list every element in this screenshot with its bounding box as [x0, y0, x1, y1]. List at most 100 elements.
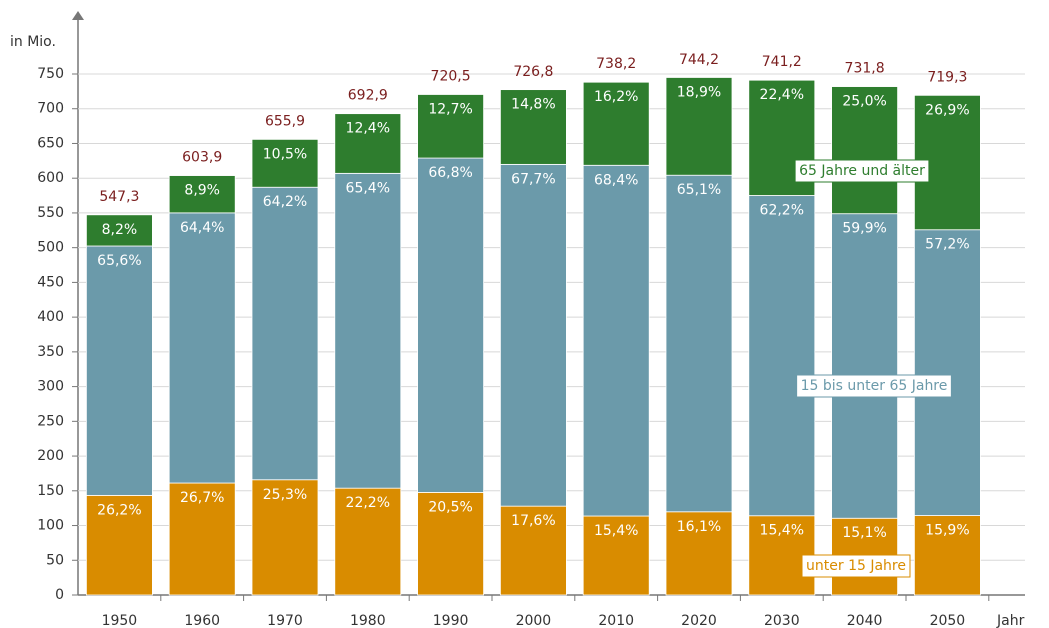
share-label: 16,1%	[677, 519, 721, 535]
bar-segment	[582, 164, 650, 517]
bar-segment	[334, 487, 402, 596]
share-label: 22,2%	[346, 495, 390, 511]
share-label: 10,5%	[263, 146, 307, 162]
bar-segment	[417, 94, 485, 159]
share-label: 12,4%	[346, 121, 390, 137]
bar-segment	[86, 214, 153, 247]
y-tick-label: 150	[37, 483, 64, 499]
series-label: unter 15 Jahre	[806, 558, 906, 574]
y-tick-label: 750	[37, 66, 64, 82]
bar-segment	[251, 479, 319, 596]
total-label: 603,9	[182, 149, 222, 165]
y-axis-label: in Mio.	[10, 34, 56, 50]
bar-segment	[168, 212, 236, 484]
bar-segment	[914, 229, 981, 516]
x-tick-label: 1980	[350, 613, 386, 628]
y-tick-label: 450	[37, 274, 64, 290]
total-label: 655,9	[265, 113, 305, 129]
bar-segment	[914, 515, 981, 596]
y-tick-label: 550	[37, 205, 64, 221]
bar-segment	[251, 138, 319, 188]
share-label: 15,9%	[925, 523, 969, 539]
bar-segment	[168, 175, 236, 214]
bar-segment	[86, 245, 153, 496]
share-label: 65,6%	[97, 253, 141, 269]
x-tick-label: 2000	[516, 613, 552, 628]
x-tick-label: 2040	[847, 613, 883, 628]
share-label: 12,7%	[428, 101, 472, 117]
x-tick-label: 1970	[267, 613, 303, 628]
share-label: 14,8%	[511, 97, 555, 113]
y-tick-label: 100	[37, 518, 64, 534]
x-axis-label: Jahr	[996, 613, 1025, 628]
share-label: 18,9%	[677, 84, 721, 100]
y-tick-label: 650	[37, 135, 64, 151]
share-label: 8,9%	[184, 183, 220, 199]
total-label: 731,8	[845, 61, 885, 77]
bar-segment	[831, 86, 898, 215]
y-axis-arrow	[72, 11, 84, 20]
share-label: 26,2%	[97, 502, 141, 518]
share-label: 25,3%	[263, 487, 307, 503]
bar-segment	[665, 77, 733, 176]
bar-segment	[582, 515, 650, 596]
y-tick-label: 0	[55, 587, 64, 603]
total-label: 547,3	[99, 189, 139, 205]
series-label-box	[801, 554, 911, 578]
total-label: 692,9	[348, 88, 388, 104]
series-label: 65 Jahre und älter	[799, 163, 925, 179]
bar-segment	[499, 505, 567, 596]
share-label: 66,8%	[428, 165, 472, 181]
share-label: 15,4%	[760, 523, 804, 539]
share-label: 62,2%	[760, 202, 804, 218]
x-tick-label: 1990	[433, 613, 469, 628]
bar-segment	[417, 491, 485, 596]
bar-segment	[499, 89, 567, 165]
bar-segment	[334, 113, 402, 174]
share-label: 22,4%	[760, 87, 804, 103]
x-tick-label: 2050	[930, 613, 966, 628]
total-label: 741,2	[762, 54, 802, 70]
total-label: 726,8	[513, 64, 553, 80]
share-label: 16,2%	[594, 89, 638, 105]
y-tick-label: 250	[37, 413, 64, 429]
total-label: 719,3	[927, 69, 967, 85]
share-label: 8,2%	[102, 222, 138, 238]
share-label: 20,5%	[428, 499, 472, 515]
share-label: 17,6%	[511, 513, 555, 529]
y-tick-label: 200	[37, 448, 64, 464]
share-label: 15,4%	[594, 523, 638, 539]
y-tick-label: 50	[46, 552, 64, 568]
share-label: 65,4%	[346, 180, 390, 196]
bar-segment	[499, 163, 567, 507]
series-label: 15 bis unter 65 Jahre	[801, 378, 948, 394]
y-tick-label: 300	[37, 379, 64, 395]
bar-segment	[582, 81, 650, 166]
share-label: 26,9%	[925, 102, 969, 118]
bar-segment	[251, 186, 319, 481]
bar-segment	[417, 157, 485, 493]
series-label-box	[796, 374, 952, 398]
series-label-box	[794, 159, 930, 183]
x-tick-label: 1950	[102, 613, 138, 628]
y-tick-label: 350	[37, 344, 64, 360]
share-label: 15,1%	[842, 525, 886, 541]
bar-segment	[665, 511, 733, 596]
share-label: 59,9%	[842, 221, 886, 237]
total-label: 744,2	[679, 52, 719, 68]
share-label: 68,4%	[594, 172, 638, 188]
y-tick-label: 600	[37, 170, 64, 186]
share-label: 64,4%	[180, 220, 224, 236]
share-label: 57,2%	[925, 237, 969, 253]
bar-segment	[831, 213, 898, 519]
share-label: 64,2%	[263, 194, 307, 210]
y-tick-label: 400	[37, 309, 64, 325]
y-tick-label: 500	[37, 240, 64, 256]
x-tick-label: 2020	[681, 613, 717, 628]
share-label: 65,1%	[677, 182, 721, 198]
y-tick-label: 700	[37, 101, 64, 117]
bar-segment	[665, 174, 733, 513]
share-label: 67,7%	[511, 171, 555, 187]
x-tick-label: 2030	[764, 613, 800, 628]
total-label: 720,5	[431, 68, 471, 84]
